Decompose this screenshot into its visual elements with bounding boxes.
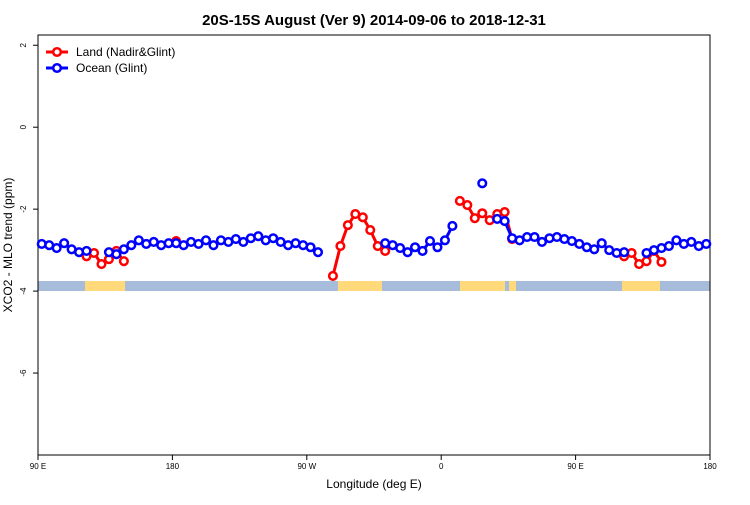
land-patch [622, 281, 660, 291]
data-point [312, 247, 324, 258]
data-point [536, 236, 548, 247]
data-point [208, 240, 219, 251]
data-point [253, 231, 264, 242]
y-tick-label: -6 [19, 369, 28, 377]
data-point [656, 256, 667, 268]
x-tick-label: 90 W [297, 462, 316, 471]
data-point [118, 256, 129, 267]
x-axis-label: Longitude (deg E) [326, 477, 421, 491]
data-point [589, 244, 600, 255]
data-point [499, 206, 510, 218]
x-tick-label: 0 [439, 462, 444, 471]
data-point [51, 243, 62, 254]
data-point [671, 235, 682, 246]
y-tick-label: -4 [19, 287, 28, 295]
land-patch [85, 281, 125, 291]
data-point [357, 212, 368, 223]
data-point [619, 247, 630, 258]
data-point [81, 245, 92, 256]
surface-strip [38, 281, 710, 291]
data-point [447, 220, 458, 231]
data-point [126, 240, 137, 251]
legend-label: Land (Nadir&Glint) [76, 45, 175, 59]
land-patch [509, 281, 516, 291]
data-point [193, 238, 204, 250]
data-point [686, 236, 697, 247]
land-patch [460, 281, 505, 291]
data-point [477, 208, 488, 219]
data-point [327, 270, 338, 281]
y-tick-label: -2 [19, 205, 28, 213]
data-point [410, 242, 421, 253]
data-point [365, 224, 376, 236]
x-tick-label: 90 E [567, 462, 583, 471]
data-point [596, 238, 607, 249]
data-point [454, 195, 465, 207]
chart-title: 20S-15S August (Ver 9) 2014-09-06 to 201… [202, 12, 546, 29]
x-tick-label: 180 [703, 462, 717, 471]
data-point [268, 233, 279, 244]
legend-marker [51, 46, 63, 58]
data-point [424, 236, 436, 247]
data-point [439, 235, 450, 246]
data-point [111, 249, 122, 260]
x-tick-label: 180 [166, 462, 180, 471]
data-point [641, 256, 652, 267]
x-tick-label: 90 E [30, 462, 46, 471]
data-point [499, 215, 510, 227]
legend-marker [51, 62, 63, 74]
y-axis-label: XCO2 - MLO trend (ppm) [1, 178, 15, 313]
data-point [402, 247, 413, 258]
data-point [529, 231, 540, 243]
data-point [118, 244, 129, 255]
data-point [342, 220, 353, 231]
data-point [417, 245, 428, 256]
data-point [701, 238, 712, 250]
data-point [469, 213, 480, 224]
data-point [395, 243, 406, 254]
data-point [432, 242, 443, 253]
data-point [305, 242, 316, 253]
data-point [96, 259, 107, 270]
y-tick-label: 2 [19, 42, 28, 47]
data-point [200, 235, 212, 246]
data-point [59, 238, 70, 249]
y-tick-label: 0 [19, 124, 28, 129]
data-point [462, 199, 473, 211]
data-point [133, 235, 144, 246]
data-point [477, 178, 488, 189]
data-point [238, 236, 249, 247]
legend-label: Ocean (Glint) [76, 61, 147, 75]
data-point [663, 240, 674, 252]
data-point [380, 245, 391, 256]
data-point [335, 240, 346, 252]
land-patch [338, 281, 382, 291]
